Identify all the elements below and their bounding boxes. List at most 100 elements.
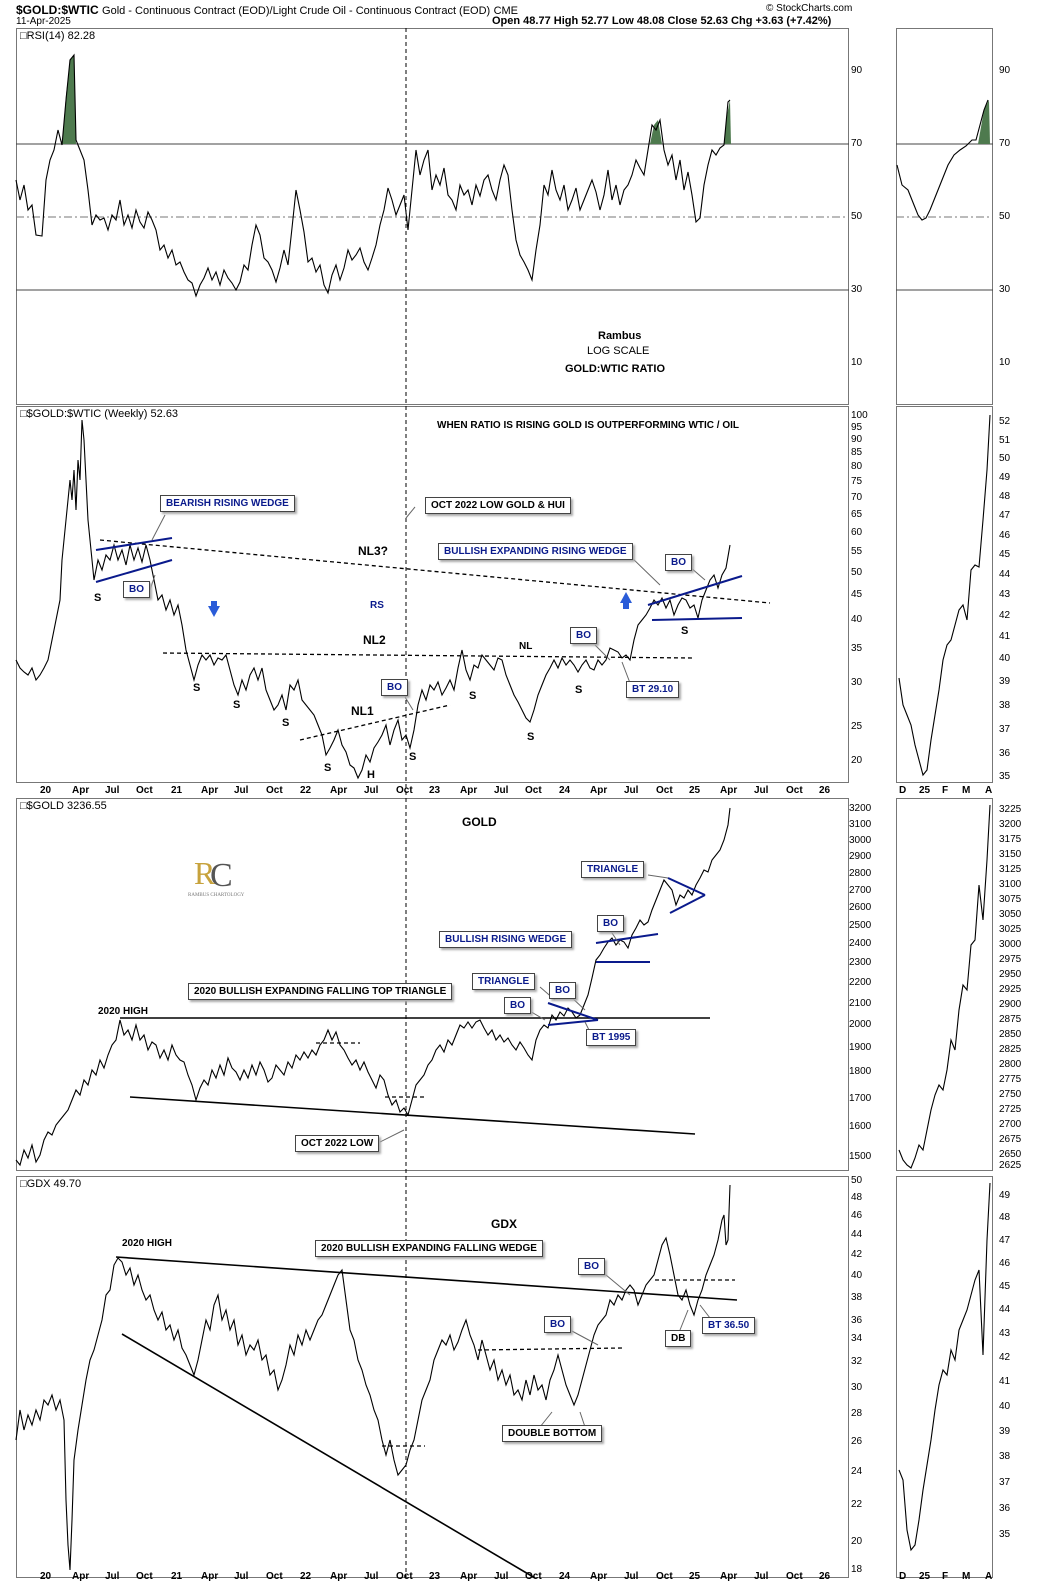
falling-top-triangle-callout: 2020 BULLISH EXPANDING FALLING TOP TRIAN…: [188, 983, 453, 1000]
gold-zoom-ytick: 3150: [999, 849, 1022, 860]
x-tick: Oct: [396, 1571, 413, 1582]
ratio-zoom-ytick: 43: [999, 589, 1011, 600]
gold-zoom-ytick: 2975: [999, 954, 1022, 965]
ratio-ytick: 45: [851, 589, 863, 600]
expanding-wedge-upper: [647, 575, 743, 606]
nl-label: NL: [519, 641, 533, 652]
oct-2022-low-callout: OCT 2022 LOW GOLD & HUI: [425, 497, 571, 514]
gdx-legend: □GDX 49.70: [20, 1178, 82, 1190]
gold-zoom-ytick: 3225: [999, 804, 1022, 815]
zoom-x-tick: F: [942, 785, 949, 796]
gdx-ytick: 48: [851, 1192, 863, 1203]
gdx-zoom-ytick: 45: [999, 1281, 1011, 1292]
shoulder-label: S: [94, 592, 102, 604]
ratio-zoom-ytick: 50: [999, 453, 1011, 464]
gold-zoom-ytick: 3075: [999, 894, 1022, 905]
gdx-ytick: 46: [851, 1210, 863, 1221]
gold-bullish-rising-wedge-callout: BULLISH RISING WEDGE: [439, 931, 573, 948]
ratio-zoom-ytick: 38: [999, 700, 1011, 711]
zoom-x-tick: 25: [919, 785, 931, 796]
x-tick: Jul: [234, 785, 249, 796]
gold-zoom-ytick: 2900: [999, 999, 1022, 1010]
x-tick: Apr: [460, 1571, 478, 1582]
ratio-line: [15, 419, 731, 780]
gold-zoom-ytick: 3125: [999, 864, 1022, 875]
gold-zoom-ytick: 2650: [999, 1149, 1022, 1160]
gold-ytick: 3100: [849, 819, 872, 830]
x-tick: Oct: [656, 785, 673, 796]
gold-lower-trendline: [129, 1096, 696, 1135]
ratio-ytick: 100: [851, 410, 868, 421]
gold-ytick: 2500: [849, 920, 872, 931]
gold-ytick: 3000: [849, 835, 872, 846]
shoulder-label: S: [193, 682, 201, 694]
x-tick: 20: [40, 1571, 52, 1582]
head-label: H: [367, 769, 375, 781]
zoom-x-tick: A: [985, 785, 993, 796]
ratio-ytick: 50: [851, 567, 863, 578]
gold-zoom-ytick: 2725: [999, 1104, 1022, 1115]
gdx-upper-trendline: [115, 1256, 738, 1301]
rsi-ytick: 10: [851, 357, 863, 368]
gold-ytick: 2000: [849, 1019, 872, 1030]
x-tick: 22: [300, 785, 312, 796]
gdx-lower-trendline: [121, 1333, 536, 1579]
gdx-zoom-ytick: 41: [999, 1376, 1011, 1387]
ratio-zoom-ytick: 49: [999, 472, 1011, 483]
rsi-legend-text: RSI(14) 82.28: [26, 30, 96, 42]
gold-ytick: 2800: [849, 868, 872, 879]
x-tick: Oct: [266, 1571, 283, 1582]
gold-2020-high-label: 2020 HIGH: [98, 1006, 149, 1017]
shoulder-label: S: [409, 751, 417, 763]
x-tick: Oct: [525, 785, 542, 796]
x-tick: 26: [819, 1571, 831, 1582]
x-tick: Jul: [754, 1571, 769, 1582]
gold-legend-text: $GOLD 3236.55: [26, 800, 107, 812]
x-tick: Apr: [201, 785, 219, 796]
gdx-zoom-ytick: 43: [999, 1328, 1011, 1339]
bullish-expanding-wedge-callout: BULLISH EXPANDING RISING WEDGE: [438, 543, 633, 560]
gdx-zoom-panel: [896, 1176, 993, 1578]
x-tick: Oct: [786, 1571, 803, 1582]
gold-zoom-ytick: 2625: [999, 1160, 1022, 1171]
gdx-zoom-ytick: 37: [999, 1477, 1011, 1488]
x-tick: Apr: [460, 785, 478, 796]
zoom-x-tick: A: [985, 1571, 993, 1582]
gold-zoom-ytick: 3200: [999, 819, 1022, 830]
brand-link[interactable]: © StockCharts.com: [766, 3, 853, 14]
gold-ytick: 2400: [849, 938, 872, 949]
gdx-ytick: 34: [851, 1333, 863, 1344]
bo-callout: BO: [504, 997, 531, 1014]
gdx-zoom-ytick: 36: [999, 1503, 1011, 1514]
rsi-ytick: 30: [851, 284, 863, 295]
ratio-zoom-line: [898, 414, 991, 777]
ratio-ytick: 85: [851, 447, 863, 458]
ratio-zoom-ytick: 51: [999, 435, 1011, 446]
ratio-zoom-ytick: 36: [999, 748, 1011, 759]
x-tick: Jul: [364, 1571, 379, 1582]
x-tick: Oct: [525, 1571, 542, 1582]
gdx-ytick: 26: [851, 1436, 863, 1447]
gold-ytick: 2100: [849, 998, 872, 1009]
symbol: $GOLD:$WTIC: [16, 3, 99, 17]
gdx-2020-high-label: 2020 HIGH: [122, 1238, 173, 1249]
nl2-label: NL2: [363, 633, 386, 647]
gold-zoom-ytick: 2850: [999, 1029, 1022, 1040]
nl3-label: NL3?: [358, 544, 388, 558]
ratio-legend-text: $GOLD:$WTIC (Weekly) 52.63: [26, 408, 179, 420]
x-tick: Jul: [364, 785, 379, 796]
shoulder-label: S: [282, 717, 290, 729]
ratio-ytick: 40: [851, 614, 863, 625]
x-tick: Jul: [105, 785, 120, 796]
gdx-chart: [15, 1184, 738, 1579]
gdx-zoom-ytick: 35: [999, 1529, 1011, 1540]
gold-zoom-ytick: 2700: [999, 1119, 1022, 1130]
ratio-ytick: 30: [851, 677, 863, 688]
gdx-ytick: 18: [851, 1564, 863, 1575]
gdx-zoom-ytick: 44: [999, 1304, 1011, 1315]
falling-wedge-callout: 2020 BULLISH EXPANDING FALLING WEDGE: [315, 1240, 543, 1257]
gdx-title: GDX: [491, 1217, 518, 1231]
x-tick: 23: [429, 1571, 441, 1582]
gold-triangle-callout: TRIANGLE: [581, 861, 645, 878]
x-tick: 25: [689, 1571, 701, 1582]
